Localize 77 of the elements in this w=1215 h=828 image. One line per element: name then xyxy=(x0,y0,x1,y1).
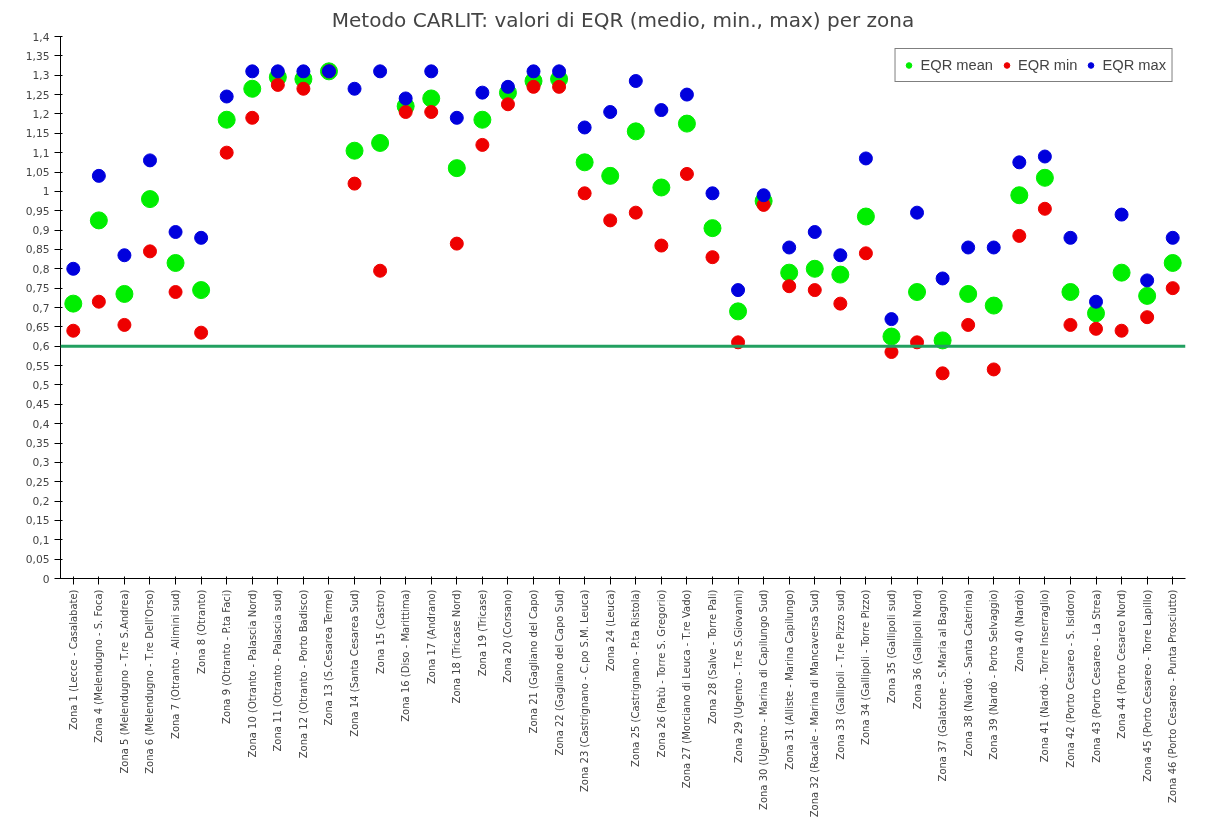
x-tick-label: Zona 27 (Morciano di Leuca - T.re Vado) xyxy=(681,589,693,789)
y-tick-label: 0,8 xyxy=(32,262,50,276)
y-tick-label: 1,1 xyxy=(32,146,50,160)
y-tick-label: 0,75 xyxy=(25,282,50,296)
y-tick-label: 0 xyxy=(42,572,50,586)
y-tick-label: 0,9 xyxy=(32,224,50,238)
x-tick-label: Zona 6 (Melendugno - T.re Dell'Orso) xyxy=(144,589,156,774)
y-tick-label: 1,35 xyxy=(25,49,50,63)
x-tick-label: Zona 24 (Leuca) xyxy=(604,589,616,672)
y-tick-label: 0,3 xyxy=(32,456,50,470)
x-tick-label: Zona 36 (Gallipoli Nord) xyxy=(911,589,923,710)
y-tick-label: 0,05 xyxy=(25,553,50,567)
x-tick-label: Zona 40 (Nardò) xyxy=(1013,589,1025,672)
x-tick-label: Zona 33 (Gallipoli - T.re Pizzo sud) xyxy=(834,589,846,760)
x-tick-label: Zona 14 (Santa Cesarea Sud) xyxy=(349,589,361,737)
x-tick-label: Zona 29 (Ugento - T.re S.Giovanni) xyxy=(732,589,744,763)
x-tick-label: Zona 12 (Otranto - Porto Badisco) xyxy=(297,589,309,759)
y-tick-label: 0,7 xyxy=(32,301,50,315)
x-tick-label: Zona 34 (Gallipoli - Torre Pizzo) xyxy=(860,589,872,745)
legend-label: EQR min xyxy=(1018,57,1078,73)
x-tick-label: Zona 39 (Nardò - Porto Selvaggio) xyxy=(988,589,1000,760)
x-tick-label: Zona 28 (Salve - Torre Pali) xyxy=(706,589,718,725)
x-tick-label: Zona 46 (Porto Cesareo - Punta Prosciutto) xyxy=(1167,589,1179,803)
y-tick-label: 1,3 xyxy=(32,69,50,83)
x-tick-label: Zona 9 (Otranto - P.ta Faci) xyxy=(221,589,233,724)
y-tick-label: 0,25 xyxy=(25,475,50,489)
x-tick-label: Zona 45 (Porto Cesareo - Torre Lapillo) xyxy=(1141,589,1153,782)
y-tick-label: 0,45 xyxy=(25,398,50,412)
x-tick-label: Zona 15 (Castro) xyxy=(374,589,386,675)
x-tick-label: Zona 42 (Porto Cesareo - S. Isidoro) xyxy=(1064,589,1076,768)
x-tick-label: Zona 1 (Lecce - Casalabate) xyxy=(67,589,79,731)
x-tick-label: Zona 8 (Otranto) xyxy=(195,589,207,674)
y-tick-label: 1,4 xyxy=(32,30,50,44)
x-tick-label: Zona 18 (Tricase Nord) xyxy=(451,589,463,704)
x-tick-label: Zona 25 (Castrignano - P.ta Ristola) xyxy=(630,589,642,767)
x-tick-label: Zona 7 (Otranto - Alimini sud) xyxy=(170,589,182,739)
chart-title: Metodo CARLIT: valori di EQR (medio, min., max) per zona xyxy=(331,7,915,32)
x-tick-label: Zona 11 (Otranto - Palascia sud) xyxy=(272,589,284,752)
x-tick-label: Zona 32 (Racale - Marina di Mancaversa Sud) xyxy=(809,589,821,818)
y-tick-label: 0,1 xyxy=(32,533,50,547)
y-tick-label: 1 xyxy=(42,185,50,199)
x-tick-label: Zona 41 (Nardò - Torre Inserraglio) xyxy=(1039,589,1051,763)
y-tick-label: 0,15 xyxy=(25,514,50,528)
x-tick-label: Zona 13 (S.Cesarea Terme) xyxy=(323,589,335,726)
x-tick-label: Zona 22 (Gagliano del Capo Sud) xyxy=(553,589,565,756)
x-tick-label: Zona 10 (Otranto - Palascia Nord) xyxy=(246,589,258,758)
x-tick-label: Zona 44 (Porto Cesareo Nord) xyxy=(1116,589,1128,739)
x-tick-label: Zona 23 (Castrignano - C.po S.M. Leuca) xyxy=(579,589,591,793)
y-tick-label: 0,85 xyxy=(25,243,50,257)
y-tick-label: 0,6 xyxy=(32,340,50,354)
y-tick-label: 1,15 xyxy=(25,127,50,141)
x-tick-label: Zona 4 (Melendugno - S. Foca) xyxy=(93,589,105,743)
y-tick-label: 0,4 xyxy=(32,417,50,431)
x-tick-label: Zona 20 (Corsano) xyxy=(502,589,514,683)
y-tick-label: 1,05 xyxy=(25,166,50,179)
x-tick-label: Zona 26 (Patù - Torre S. Gregorio) xyxy=(655,589,667,758)
x-tick-label: Zona 31 (Alliste - Marina Capilungo) xyxy=(783,589,795,770)
x-tick-label: Zona 17 (Andrano) xyxy=(425,589,437,685)
x-tick-label: Zona 30 (Ugento - Marina di Capilungo Sud) xyxy=(758,589,770,810)
x-tick-label: Zona 19 (Tricase) xyxy=(476,589,488,677)
x-tick-label: Zona 16 (Diso - Marittima) xyxy=(400,589,412,722)
x-tick-label: Zona 43 (Porto Cesareo - La Strea) xyxy=(1090,589,1102,763)
y-tick-label: 0,5 xyxy=(32,378,50,392)
legend-label: EQR max xyxy=(1102,57,1166,73)
legend-label: EQR mean xyxy=(920,57,994,73)
x-tick-label: Zona 5 (Melendugno - T.re S.Andrea) xyxy=(118,589,130,774)
y-tick-label: 0,2 xyxy=(32,495,50,509)
x-tick-label: Zona 35 (Gallipoli sud) xyxy=(885,589,897,704)
y-tick-label: 0,35 xyxy=(25,437,50,450)
x-tick-label: Zona 38 (Nardò - Santa Caterina) xyxy=(962,589,974,757)
y-tick-label: 0,55 xyxy=(25,359,50,373)
y-tick-label: 1,2 xyxy=(32,107,50,121)
y-tick-label: 0,95 xyxy=(25,204,50,218)
x-tick-label: Zona 37 (Galatone - S.Maria al Bagno) xyxy=(937,589,949,782)
y-tick-label: 1,25 xyxy=(25,88,50,102)
y-tick-label: 0,65 xyxy=(25,320,50,334)
x-tick-label: Zona 21 (Gagliano del Capo) xyxy=(528,589,540,734)
